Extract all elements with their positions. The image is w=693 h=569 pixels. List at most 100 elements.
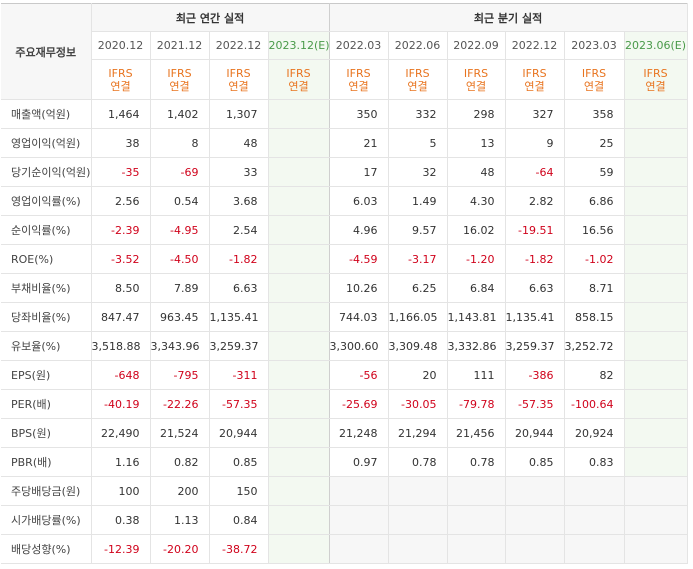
basis-scope-label: 연결 <box>407 79 428 93</box>
table-row: 매출액(억원) 1,464 1,402 1,307 350 332 298 327 358 <box>1 99 688 129</box>
value-cell: 2.54 <box>209 215 269 245</box>
basis-scope-label: 연결 <box>524 79 545 93</box>
value-cell: -12.39 <box>91 534 151 564</box>
table-row: EPS(원) -648 -795 -311 -56 20 111 -386 82 <box>1 360 688 390</box>
value-cell: 4.96 <box>329 215 389 245</box>
value-cell: 21,524 <box>150 418 210 448</box>
value-cell: -19.51 <box>505 215 565 245</box>
value-cell: 1,135.41 <box>505 302 565 332</box>
value-cell: -1.02 <box>564 244 625 274</box>
value-cell: -648 <box>91 360 151 390</box>
value-cell: 4.30 <box>447 186 506 216</box>
basis-standard-label: IFRS <box>643 66 668 80</box>
value-cell: 21,248 <box>329 418 389 448</box>
value-cell: 32 <box>388 157 448 187</box>
accounting-basis-cell: IFRS 연결 <box>209 59 269 100</box>
row-label: PBR(배) <box>1 447 92 477</box>
value-cell: 17 <box>329 157 389 187</box>
value-cell: -79.78 <box>447 389 506 419</box>
value-cell: -56 <box>329 360 389 390</box>
value-cell: 0.85 <box>505 447 565 477</box>
value-cell: 327 <box>505 99 565 129</box>
value-cell: -3.17 <box>388 244 448 274</box>
value-cell: 48 <box>209 128 269 158</box>
value-cell <box>447 476 506 506</box>
value-cell <box>624 331 688 361</box>
value-cell <box>624 447 688 477</box>
row-label: ROE(%) <box>1 244 92 274</box>
basis-standard-label: IFRS <box>167 66 192 80</box>
value-cell: 847.47 <box>91 302 151 332</box>
value-cell <box>447 505 506 535</box>
value-cell: 21,294 <box>388 418 448 448</box>
value-cell <box>268 273 330 303</box>
period-header: 2021.12 <box>150 31 210 60</box>
value-cell: 200 <box>150 476 210 506</box>
corner-label: 주요재무정보 <box>1 3 92 100</box>
value-cell: -4.95 <box>150 215 210 245</box>
row-label: PER(배) <box>1 389 92 419</box>
basis-standard-label: IFRS <box>463 66 489 80</box>
value-cell <box>624 418 688 448</box>
basis-scope-label: 연결 <box>228 79 249 93</box>
value-cell: 3,332.86 <box>447 331 506 361</box>
value-cell: -57.35 <box>209 389 269 419</box>
table-row: 영업이익률(%) 2.56 0.54 3.68 6.03 1.49 4.30 2.82 6.86 <box>1 186 688 216</box>
value-cell: 20 <box>388 360 448 390</box>
value-cell: 38 <box>91 128 151 158</box>
value-cell <box>268 302 330 332</box>
basis-standard-label: IFRS <box>226 66 251 80</box>
value-cell: 744.03 <box>329 302 389 332</box>
value-cell: -69 <box>150 157 210 187</box>
value-cell: 1,135.41 <box>209 302 269 332</box>
accounting-basis-cell: IFRS 연결 <box>624 59 688 100</box>
value-cell <box>268 331 330 361</box>
basis-standard-label: IFRS <box>405 66 430 80</box>
accounting-basis-cell: IFRS 연결 <box>268 59 330 100</box>
value-cell: 21,456 <box>447 418 506 448</box>
value-cell: 25 <box>564 128 625 158</box>
value-cell: -1.20 <box>447 244 506 274</box>
accounting-basis-cell: IFRS 연결 <box>388 59 448 100</box>
value-cell <box>624 505 688 535</box>
value-cell: -4.50 <box>150 244 210 274</box>
period-header: 2022.09 <box>447 31 506 60</box>
value-cell: 33 <box>209 157 269 187</box>
period-header: 2022.12 <box>209 31 269 60</box>
value-cell: 332 <box>388 99 448 129</box>
value-cell: 6.84 <box>447 273 506 303</box>
period-header: 2022.12 <box>505 31 565 60</box>
value-cell: -20.20 <box>150 534 210 564</box>
value-cell: -1.82 <box>209 244 269 274</box>
value-cell <box>329 534 389 564</box>
value-cell: 6.86 <box>564 186 625 216</box>
value-cell: 16.02 <box>447 215 506 245</box>
row-label: 순이익률(%) <box>1 215 92 245</box>
basis-standard-label: IFRS <box>581 66 607 80</box>
value-cell: 5 <box>388 128 448 158</box>
value-cell: 111 <box>447 360 506 390</box>
value-cell: -38.72 <box>209 534 269 564</box>
value-cell: 1,166.05 <box>388 302 448 332</box>
value-cell <box>505 476 565 506</box>
value-cell: 0.97 <box>329 447 389 477</box>
value-cell: 6.25 <box>388 273 448 303</box>
value-cell: 963.45 <box>150 302 210 332</box>
table-row: 영업이익(억원) 38 8 48 21 5 13 9 25 <box>1 128 688 158</box>
value-cell <box>624 128 688 158</box>
value-cell: 3,518.88 <box>91 331 151 361</box>
value-cell <box>624 360 688 390</box>
row-label: 유보율(%) <box>1 331 92 361</box>
value-cell <box>624 273 688 303</box>
value-cell: 100 <box>91 476 151 506</box>
accounting-basis-cell: IFRS 연결 <box>91 59 151 100</box>
value-cell <box>268 128 330 158</box>
value-cell: 1,464 <box>91 99 151 129</box>
value-cell <box>564 505 625 535</box>
value-cell <box>624 99 688 129</box>
accounting-basis-cell: IFRS 연결 <box>329 59 389 100</box>
table-row: PBR(배) 1.16 0.82 0.85 0.97 0.78 0.78 0.85 0.83 <box>1 447 688 477</box>
value-cell: 6.63 <box>505 273 565 303</box>
value-cell: 9.57 <box>388 215 448 245</box>
table-row: PER(배) -40.19 -22.26 -57.35 -25.69 -30.05 -79.… <box>1 389 688 419</box>
